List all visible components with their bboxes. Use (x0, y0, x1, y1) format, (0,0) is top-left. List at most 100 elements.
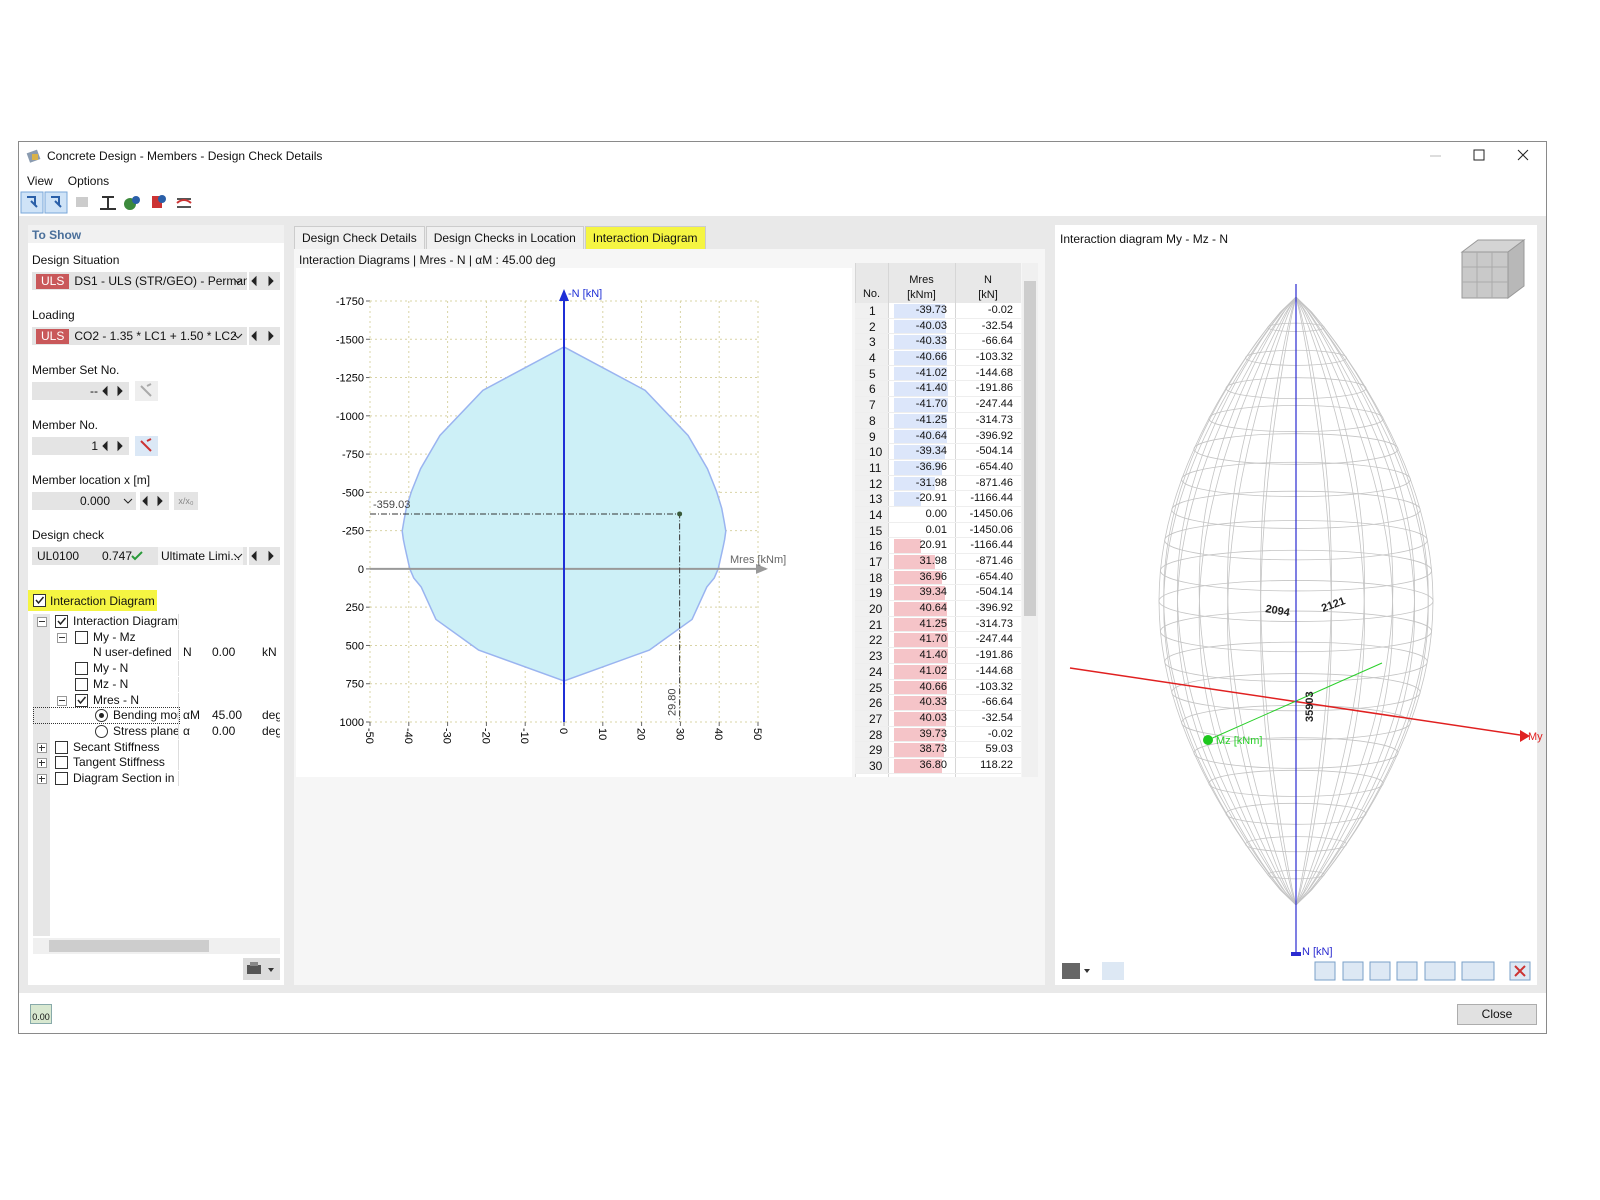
tab[interactable]: Interaction Diagram (584, 226, 706, 249)
tree-label: Bending mon (113, 708, 178, 723)
row-number: 16 (869, 539, 883, 554)
checkbox[interactable] (55, 615, 68, 628)
highlight (28, 590, 157, 611)
expander-h (59, 636, 65, 638)
print-button[interactable] (243, 958, 280, 980)
row-number: 2 (869, 319, 876, 334)
cell: -40.66 (915, 351, 947, 364)
tree-expander[interactable] (57, 632, 67, 643)
tree-value: deg (262, 723, 280, 738)
field-label: Member location x [m] (32, 473, 151, 487)
tree-value: 0.00 (212, 645, 236, 660)
tree-rowline (178, 676, 179, 692)
checkbox[interactable] (75, 662, 88, 676)
cell: -191.86 (975, 649, 1013, 662)
cell: -396.92 (975, 602, 1013, 615)
member-set-field[interactable]: -- (32, 382, 102, 400)
cell-bar (894, 413, 948, 428)
cell: 20.91 (919, 539, 947, 552)
expander-h (39, 746, 45, 748)
column-header: [kN] (978, 289, 998, 301)
arrow-icon (251, 275, 257, 287)
member-field[interactable]: 1 (32, 437, 102, 455)
toolbar[interactable] (20, 191, 200, 215)
tree-expander[interactable] (37, 758, 47, 769)
cell: -144.68 (975, 366, 1013, 379)
mesh-meridian (1176, 296, 1297, 906)
arrow-icon (233, 333, 243, 339)
v-scrollbar[interactable] (1022, 263, 1038, 777)
expander-h (39, 762, 45, 764)
radio-button[interactable] (95, 724, 108, 738)
arrow-icon (233, 278, 243, 284)
cell: -191.86 (975, 382, 1013, 395)
tree-expander[interactable] (37, 617, 47, 627)
row-header-bg (855, 381, 888, 398)
tree-expander[interactable] (37, 742, 47, 753)
row-header-bg (855, 397, 888, 413)
row-number: 29 (869, 743, 883, 758)
combo-design-check[interactable]: UL0100 0.747 Ultimate Limi... (32, 547, 247, 565)
checkbox[interactable] (75, 693, 88, 707)
cell: 41.02 (919, 664, 947, 677)
checkbox[interactable] (75, 630, 88, 644)
combo-design-situation[interactable]: ULS DS1 - ULS (STR/GEO) - Perman... (32, 272, 247, 290)
cell-bar (894, 664, 948, 679)
tree-expander[interactable] (57, 695, 67, 706)
status-icon[interactable]: 0.00 (30, 1004, 52, 1024)
cell: 118.22 (980, 759, 1013, 771)
close-button[interactable]: Close (1457, 1004, 1537, 1025)
interaction-chart: -1750-1500-1250-1000-750-500-25002505007… (336, 288, 786, 744)
cell-bar (894, 460, 942, 475)
axis-mz-end (1203, 735, 1213, 745)
pick-icon (140, 438, 152, 452)
cell: -1166.44 (970, 492, 1013, 505)
tree-value: deg (262, 708, 280, 723)
checkbox[interactable] (55, 740, 68, 754)
combo-arrows[interactable] (0, 0, 300, 600)
tab[interactable]: Design Check Details (294, 226, 425, 249)
location-field[interactable]: 0.000 (32, 492, 136, 510)
view-cube[interactable] (1460, 239, 1526, 299)
view-toolbar[interactable] (1060, 960, 1540, 985)
window-controls[interactable] (1425, 146, 1535, 166)
checkbox[interactable] (55, 756, 68, 770)
cell: -504.14 (975, 445, 1013, 458)
checkbox[interactable] (33, 594, 46, 607)
row-line (855, 772, 1021, 774)
tab[interactable]: Design Checks in Location (425, 226, 584, 249)
checkbox[interactable] (75, 677, 88, 691)
y-tick-label: -750 (342, 449, 364, 461)
row-line (855, 553, 1021, 555)
cell-bar (894, 366, 948, 381)
checkbox-label: Interaction Diagram (50, 594, 155, 608)
expander-h (39, 621, 45, 622)
radio-button[interactable] (95, 709, 108, 723)
cell-bar (894, 539, 922, 554)
marker-y-label: -359.03 (373, 499, 410, 511)
menu-item[interactable]: View (27, 174, 53, 188)
row-line (855, 333, 1021, 335)
y-tick-label: -1000 (336, 411, 364, 423)
axis-my-arrow (1520, 730, 1530, 742)
row-number: 20 (869, 602, 883, 617)
cell: -66.64 (981, 335, 1013, 348)
tree-expander[interactable] (37, 774, 47, 784)
check-value: Ultimate Limi... (158, 547, 244, 565)
combo-value: DS1 - ULS (STR/GEO) - Perman... (74, 274, 247, 288)
row-header-bg (855, 303, 888, 319)
cell-bar (894, 351, 947, 365)
menu-item[interactable]: Options (67, 174, 110, 188)
cell: 41.40 (919, 649, 947, 662)
cell-bar (894, 696, 947, 710)
row-number: 24 (869, 664, 883, 679)
row-number: 25 (869, 680, 883, 695)
checkbox[interactable] (55, 772, 68, 785)
relative-button[interactable]: x/x₀ (174, 492, 198, 510)
row-number: 1 (869, 304, 876, 318)
combo-loading[interactable]: ULS CO2 - 1.35 * LC1 + 1.50 * LC2 (32, 327, 247, 345)
column-divider (888, 263, 889, 777)
h-scrollbar[interactable] (33, 938, 280, 954)
y-tick-label: -500 (342, 487, 364, 499)
field-label: Design check (32, 528, 105, 542)
